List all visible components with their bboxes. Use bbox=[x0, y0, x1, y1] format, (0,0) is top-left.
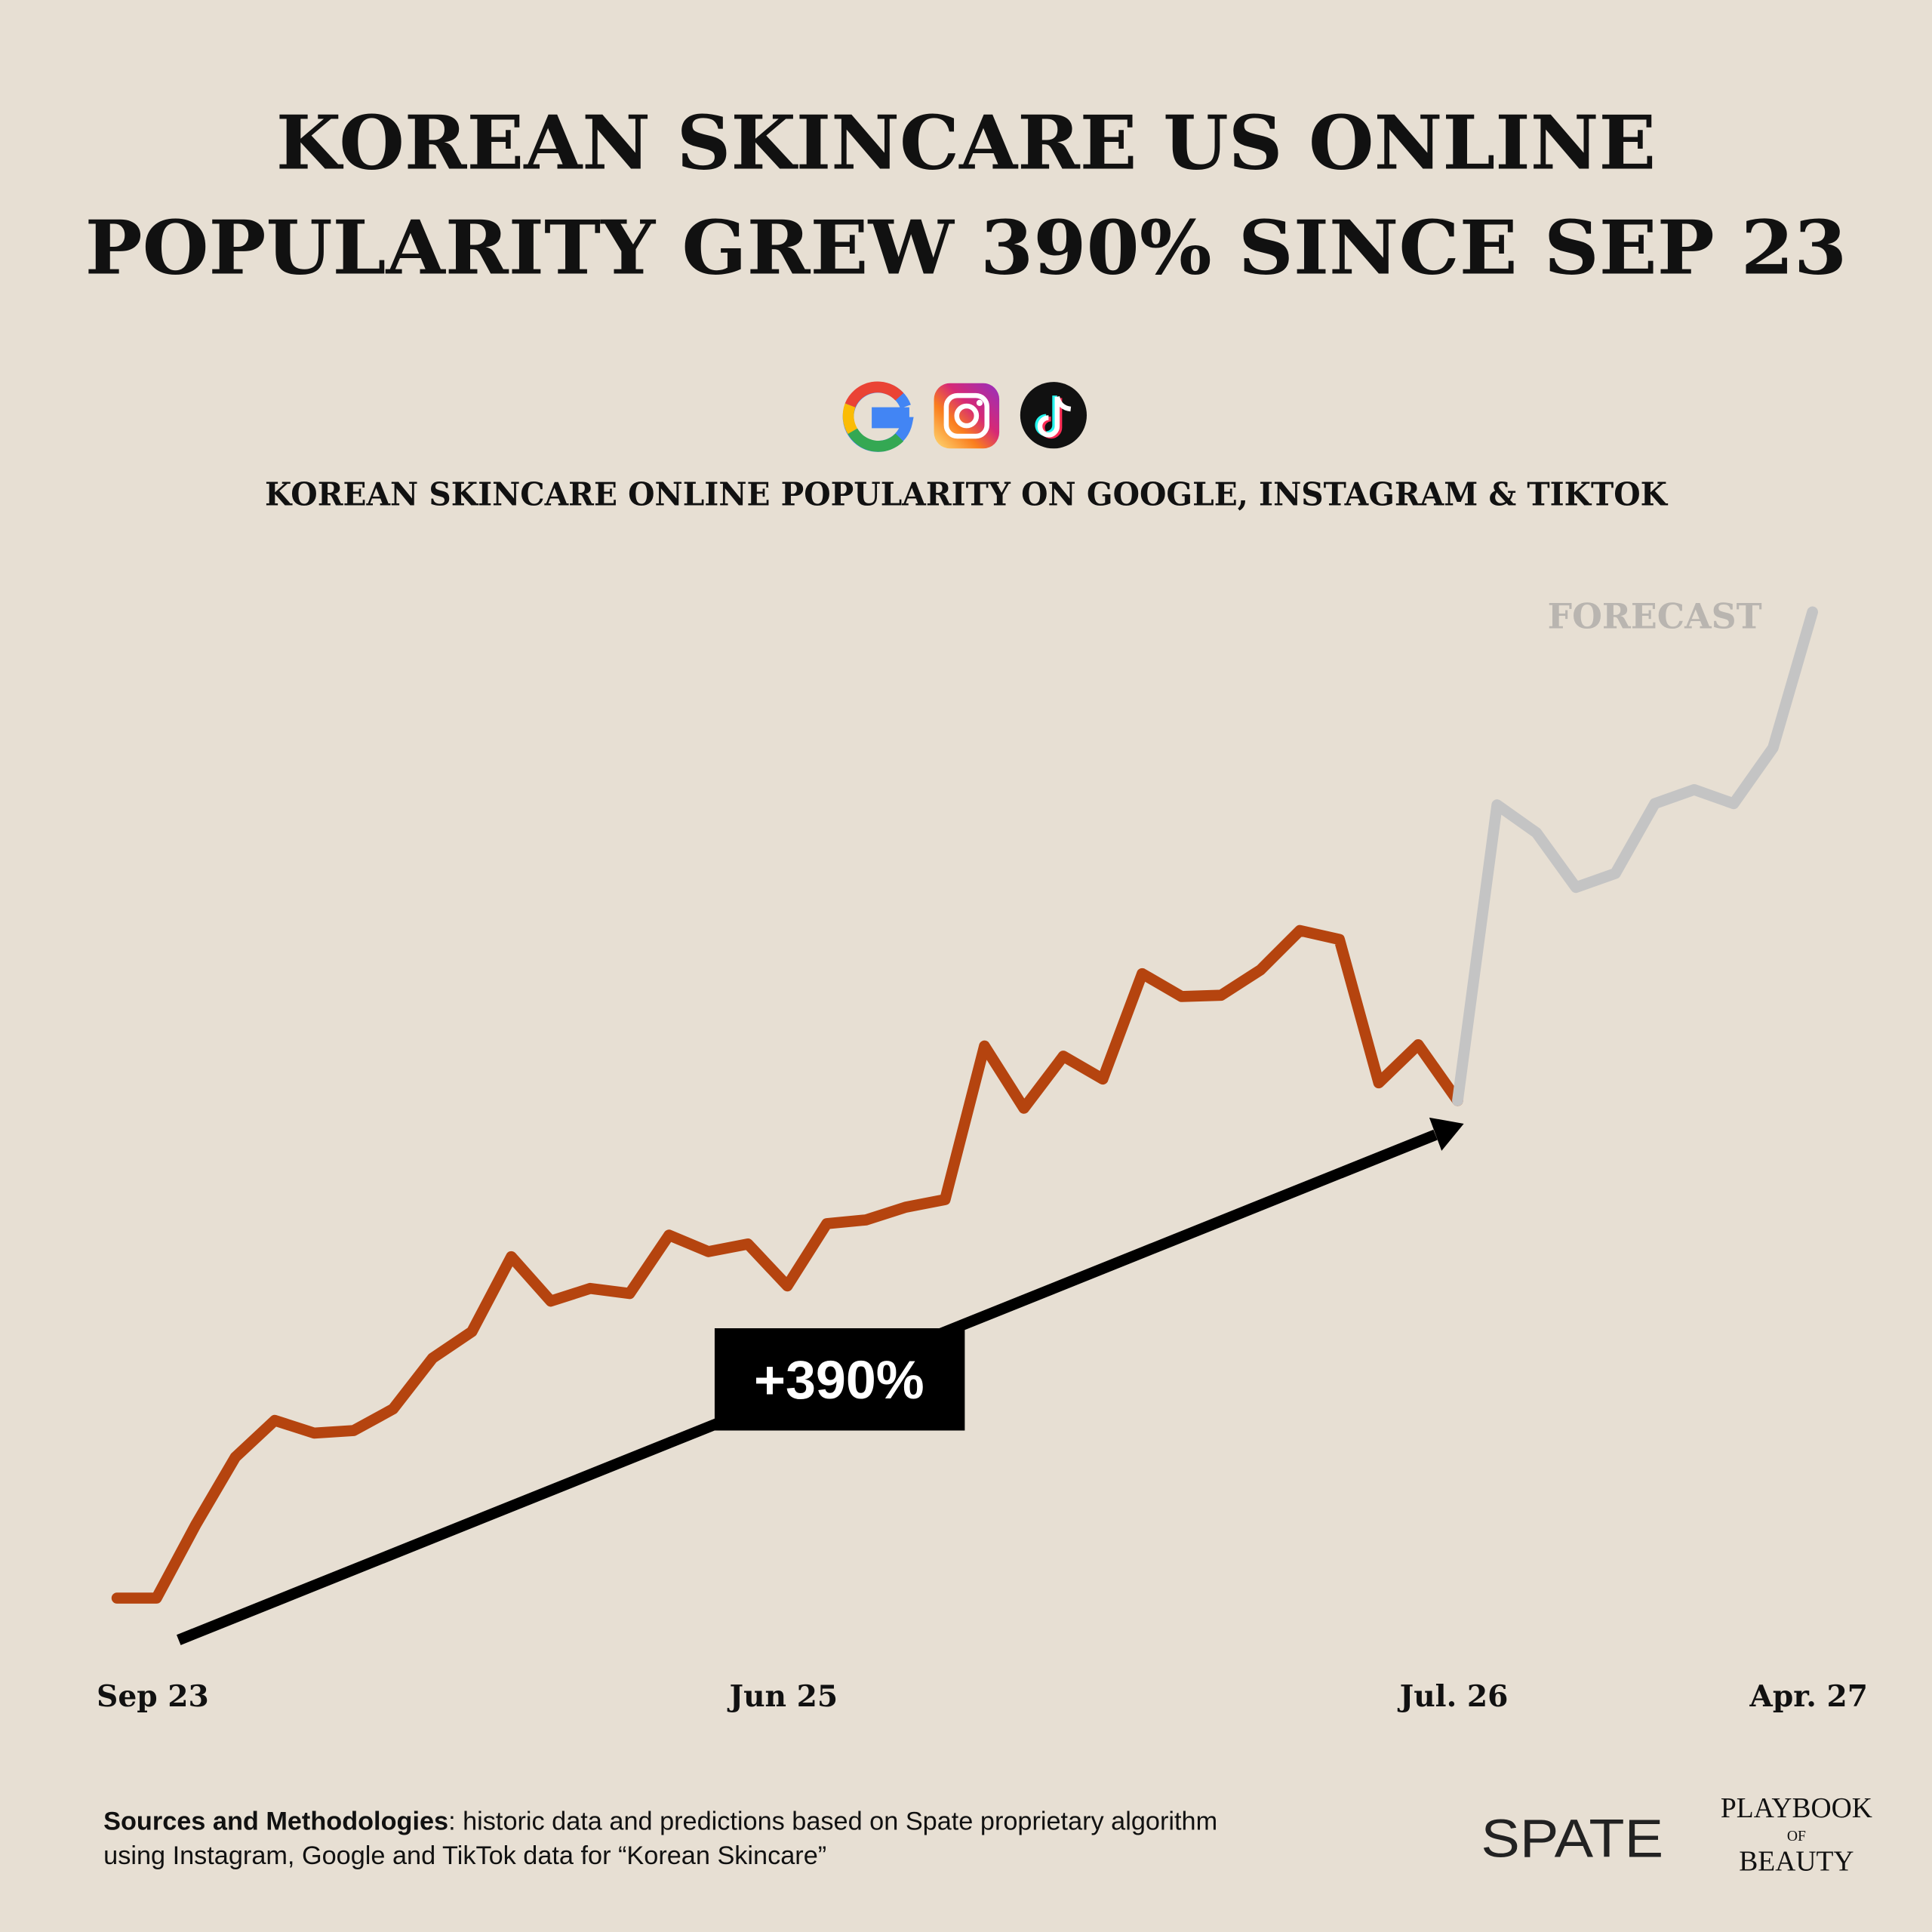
series-label: FORECAST bbox=[1548, 596, 1762, 637]
tiktok-icon bbox=[1020, 382, 1087, 449]
chart-title: POPULARITY GREW 390% SINCE SEP 23 bbox=[85, 205, 1847, 291]
sources-label: Sources and Methodologies bbox=[103, 1807, 448, 1835]
growth-arrow bbox=[176, 1117, 1464, 1645]
series-line bbox=[1452, 606, 1818, 1106]
brand-playbook: PLAYBOOK bbox=[1721, 1793, 1872, 1824]
brand-spate: SPATE bbox=[1481, 1808, 1663, 1869]
x-tick-label: Jul. 26 bbox=[1398, 1679, 1509, 1714]
series-line bbox=[111, 924, 1463, 1604]
google-icon bbox=[842, 381, 914, 452]
growth-label: +390% bbox=[754, 1350, 924, 1411]
chart-title: KOREAN SKINCARE US ONLINE bbox=[276, 100, 1657, 187]
sources-line: Sources and Methodologies: historic data… bbox=[103, 1807, 1217, 1835]
x-tick-label: Jun 25 bbox=[728, 1679, 838, 1714]
sources-text: : historic data and predictions based on… bbox=[448, 1807, 1217, 1835]
sources-text: using Instagram, Google and TikTok data … bbox=[103, 1841, 826, 1870]
brand-playbook: OF bbox=[1787, 1829, 1806, 1844]
chart-subtitle: KOREAN SKINCARE ONLINE POPULARITY ON GOO… bbox=[265, 475, 1669, 513]
x-tick-label: Sep 23 bbox=[97, 1679, 209, 1714]
brand-playbook: BEAUTY bbox=[1739, 1846, 1854, 1877]
x-tick-label: Apr. 27 bbox=[1749, 1679, 1868, 1714]
plot-area: FORECAST Sep 23 Jun 25 Jul. 26 Apr. 27 bbox=[97, 596, 1868, 1715]
instagram-icon bbox=[934, 383, 1000, 449]
